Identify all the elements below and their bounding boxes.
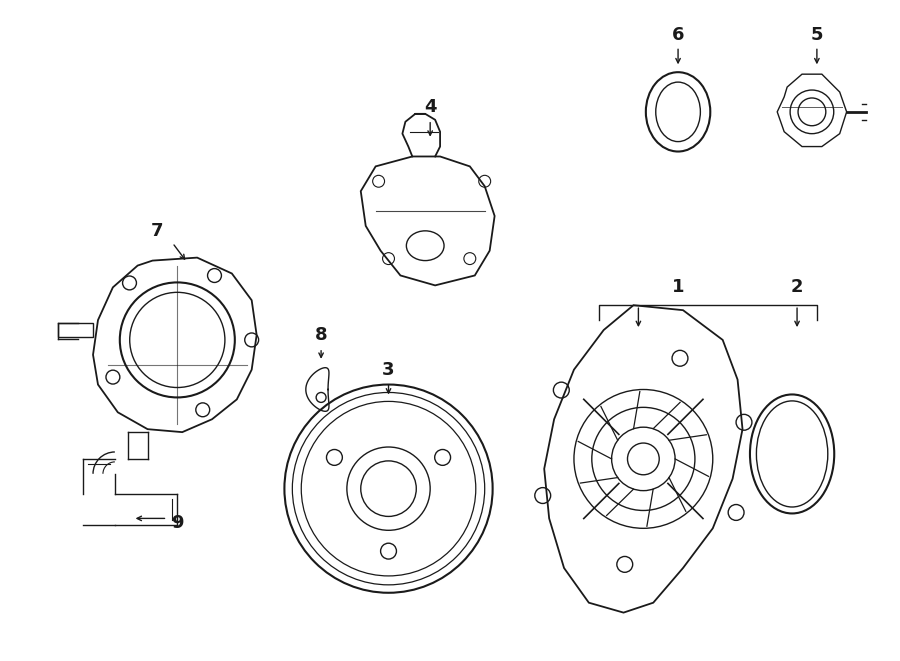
Text: 7: 7 xyxy=(151,222,164,240)
Text: 4: 4 xyxy=(424,98,436,116)
Text: 3: 3 xyxy=(382,361,395,379)
Text: 2: 2 xyxy=(791,278,804,296)
Text: 5: 5 xyxy=(811,26,824,44)
Text: 6: 6 xyxy=(671,26,684,44)
Text: 9: 9 xyxy=(171,514,184,532)
Text: 8: 8 xyxy=(315,326,328,344)
Text: 1: 1 xyxy=(671,278,684,296)
